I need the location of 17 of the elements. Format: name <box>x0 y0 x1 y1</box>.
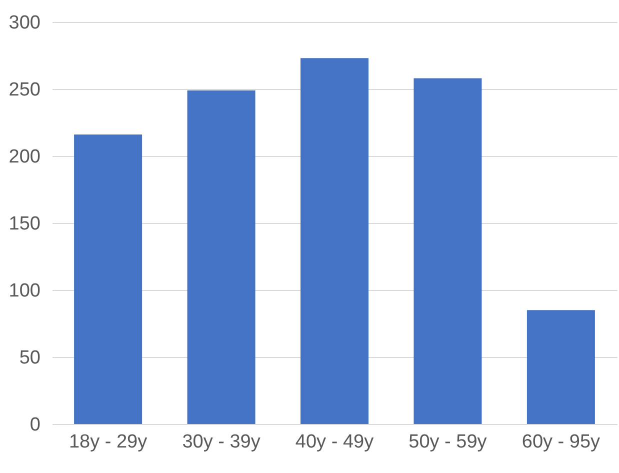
y-tick-label: 100 <box>8 280 40 302</box>
bar <box>74 134 142 424</box>
x-tick-label: 18y - 29y <box>68 432 148 452</box>
x-tick-label: 30y - 39y <box>182 432 261 452</box>
y-tick-label: 50 <box>19 348 40 368</box>
y-tick-label: 200 <box>8 146 40 168</box>
x-tick-label: 60y - 95y <box>522 432 601 452</box>
x-tick-label: 50y - 59y <box>408 432 488 452</box>
y-tick-label: 150 <box>8 214 40 234</box>
bar <box>300 58 368 424</box>
x-tick-label: 40y - 49y <box>295 432 374 452</box>
y-tick-label: 0 <box>30 414 40 436</box>
bar <box>187 90 256 424</box>
y-tick-label: 250 <box>8 80 40 100</box>
y-tick-label: 300 <box>8 12 40 34</box>
bar <box>526 310 595 424</box>
bar <box>414 78 482 424</box>
